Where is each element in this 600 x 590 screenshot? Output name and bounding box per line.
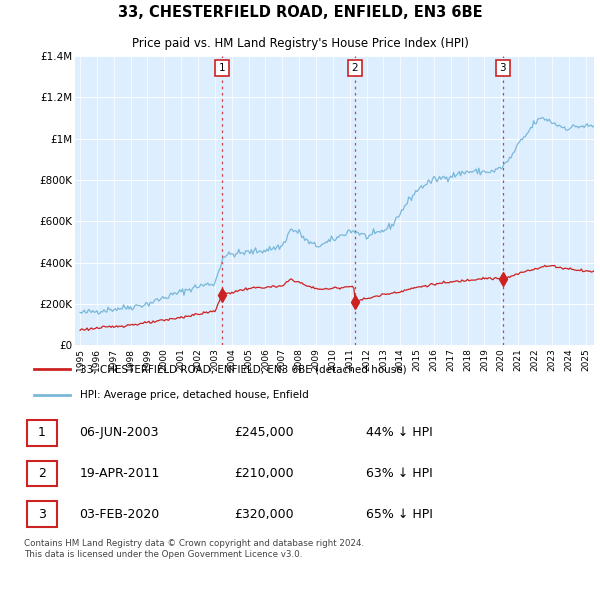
Text: Contains HM Land Registry data © Crown copyright and database right 2024.
This d: Contains HM Land Registry data © Crown c… (24, 539, 364, 559)
FancyBboxPatch shape (347, 60, 362, 76)
Text: 03-FEB-2020: 03-FEB-2020 (79, 507, 160, 520)
Text: 2: 2 (38, 467, 46, 480)
Text: 2: 2 (352, 63, 358, 73)
Text: 44% ↓ HPI: 44% ↓ HPI (366, 427, 433, 440)
Text: 19-APR-2011: 19-APR-2011 (79, 467, 160, 480)
FancyBboxPatch shape (27, 420, 57, 445)
Text: 33, CHESTERFIELD ROAD, ENFIELD, EN3 6BE: 33, CHESTERFIELD ROAD, ENFIELD, EN3 6BE (118, 5, 482, 20)
Text: 1: 1 (219, 63, 226, 73)
FancyBboxPatch shape (27, 461, 57, 486)
FancyBboxPatch shape (27, 502, 57, 527)
Text: 3: 3 (38, 507, 46, 520)
Text: £245,000: £245,000 (234, 427, 293, 440)
Text: 1: 1 (38, 427, 46, 440)
Text: 06-JUN-2003: 06-JUN-2003 (79, 427, 158, 440)
Text: HPI: Average price, detached house, Enfield: HPI: Average price, detached house, Enfi… (80, 390, 309, 400)
FancyBboxPatch shape (496, 60, 510, 76)
FancyBboxPatch shape (215, 60, 229, 76)
Text: Price paid vs. HM Land Registry's House Price Index (HPI): Price paid vs. HM Land Registry's House … (131, 37, 469, 50)
Text: 33, CHESTERFIELD ROAD, ENFIELD, EN3 6BE (detached house): 33, CHESTERFIELD ROAD, ENFIELD, EN3 6BE … (80, 364, 407, 374)
Text: 3: 3 (500, 63, 506, 73)
Text: 65% ↓ HPI: 65% ↓ HPI (366, 507, 433, 520)
Text: 63% ↓ HPI: 63% ↓ HPI (366, 467, 433, 480)
Text: £320,000: £320,000 (234, 507, 293, 520)
Text: £210,000: £210,000 (234, 467, 293, 480)
